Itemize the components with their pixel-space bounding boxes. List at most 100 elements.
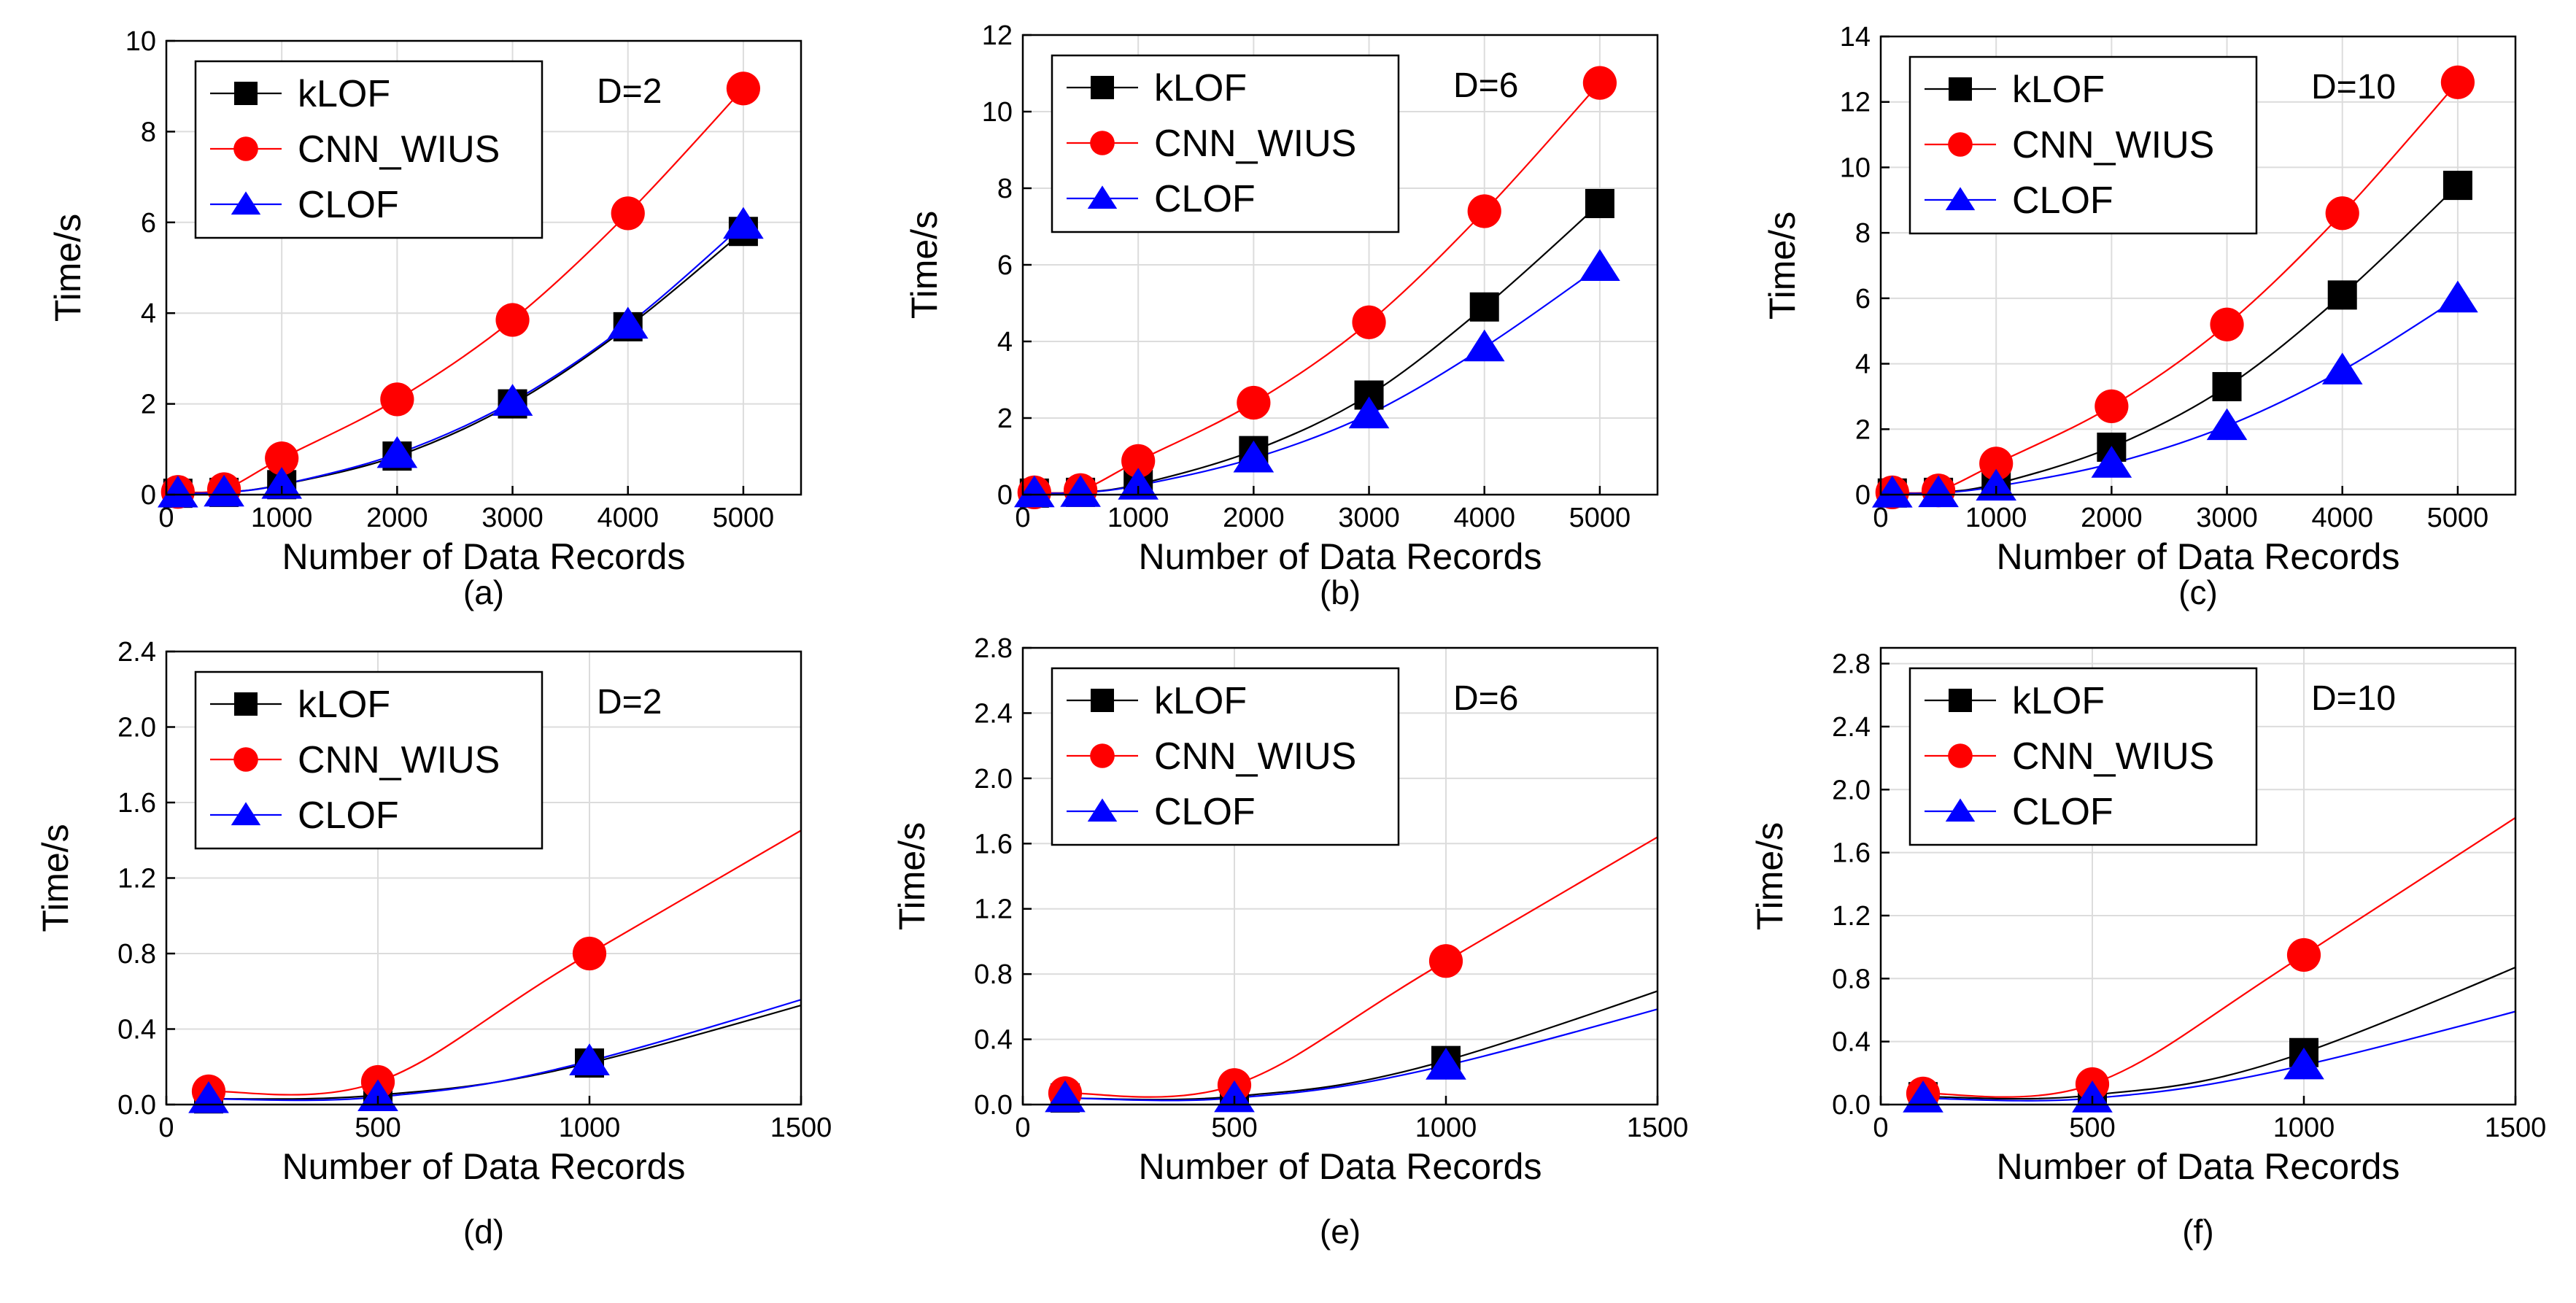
legend-marker-clof [231, 802, 261, 826]
data-point-cnn_wius [726, 71, 761, 106]
series-line-cnn_wius [1064, 836, 1658, 1098]
data-point-clof [607, 306, 649, 339]
data-point-klof [2212, 371, 2242, 401]
y-tick-label: 2.0 [117, 713, 156, 743]
y-tick-label: 2 [141, 390, 156, 420]
data-point-clof [723, 206, 764, 239]
series-line-clof [208, 999, 801, 1102]
data-point-clof [1976, 468, 2017, 501]
dimension-annotation: D=10 [2311, 679, 2396, 718]
y-tick-label: 2 [997, 403, 1013, 434]
legend-marker-clof [1945, 798, 1976, 822]
y-tick-label: 6 [997, 250, 1013, 281]
dimension-annotation: D=6 [1453, 679, 1518, 718]
y-tick-label: 6 [1855, 284, 1871, 314]
series-line-cnn_wius [208, 830, 801, 1096]
data-point-clof [2321, 352, 2363, 384]
data-point-klof [2442, 171, 2472, 201]
y-tick-label: 4 [141, 298, 156, 329]
x-tick-label: 5000 [2427, 503, 2489, 533]
y-tick-label: 14 [1840, 22, 1871, 53]
legend-label-cnn_wius: CNN_WIUS [2012, 124, 2214, 166]
y-tick-label: 12 [1840, 88, 1871, 118]
series-line-klof [208, 1004, 801, 1100]
data-point-clof [1348, 396, 1390, 429]
data-point-clof [1426, 1048, 1466, 1080]
x-tick-label: 4000 [1453, 503, 1515, 533]
x-tick-label: 1500 [770, 1113, 832, 1143]
data-point-cnn_wius [380, 382, 414, 417]
legend-marker-klof [1949, 77, 1972, 101]
legend-label-cnn_wius: CNN_WIUS [1154, 735, 1356, 778]
y-tick-label: 10 [125, 26, 156, 57]
y-axis-label: Time/s [1749, 822, 1790, 930]
x-tick-label: 0 [1015, 1113, 1030, 1143]
data-point-cnn_wius [2440, 65, 2475, 99]
legend-label-clof: CLOF [298, 184, 399, 226]
y-tick-label: 10 [1840, 152, 1871, 183]
y-tick-label: 12 [982, 20, 1013, 51]
y-axis-label: Time/s [891, 822, 932, 930]
legend-label-clof: CLOF [1154, 791, 1256, 833]
legend-marker-cnn_wius [1090, 131, 1115, 155]
y-tick-label: 2.4 [117, 637, 156, 668]
series-line-cnn_wius [1922, 816, 2515, 1098]
data-point-cnn_wius [1582, 66, 1617, 100]
x-tick-label: 1000 [559, 1113, 621, 1143]
x-tick-label: 2000 [366, 503, 428, 533]
legend-label-klof: kLOF [1154, 67, 1247, 109]
x-axis-label: Number of Data Records [1996, 1146, 2399, 1187]
data-point-clof [1871, 476, 1913, 508]
dimension-annotation: D=6 [1453, 66, 1518, 105]
panel-label: (c) [2178, 573, 2218, 611]
y-tick-label: 1.6 [1832, 838, 1871, 869]
y-tick-label: 4 [1855, 349, 1871, 380]
x-axis-label: Number of Data Records [1138, 1146, 1542, 1187]
data-point-clof [1918, 475, 1959, 508]
dimension-annotation: D=10 [2311, 68, 2396, 107]
y-tick-label: 0.4 [117, 1015, 156, 1045]
y-tick-label: 2.4 [974, 698, 1013, 729]
x-tick-label: 4000 [597, 503, 659, 533]
x-tick-label: 1500 [1627, 1113, 1689, 1143]
legend-marker-cnn_wius [233, 747, 258, 772]
legend-marker-klof [234, 82, 258, 105]
legend-label-cnn_wius: CNN_WIUS [2012, 735, 2214, 778]
x-tick-label: 3000 [2196, 503, 2258, 533]
x-tick-label: 0 [1873, 503, 1888, 533]
x-tick-label: 0 [1015, 503, 1030, 533]
y-tick-label: 2 [1855, 414, 1871, 445]
data-point-clof [2283, 1047, 2324, 1080]
y-tick-label: 10 [982, 97, 1013, 128]
y-tick-label: 1.2 [117, 864, 156, 894]
legend-marker-klof [1091, 689, 1114, 712]
x-axis-label: Number of Data Records [1138, 536, 1542, 577]
legend-marker-klof [1949, 689, 1972, 712]
x-tick-label: 500 [355, 1113, 401, 1143]
plot-frame [1879, 646, 2517, 1106]
data-point-clof [2437, 280, 2478, 313]
legend-label-cnn_wius: CNN_WIUS [1154, 123, 1356, 165]
y-axis-label: Time/s [35, 824, 76, 932]
y-tick-label: 0.0 [1832, 1090, 1871, 1121]
x-tick-label: 3000 [481, 503, 544, 533]
x-tick-label: 2000 [2081, 503, 2143, 533]
y-tick-label: 4 [997, 327, 1013, 357]
data-point-clof [357, 1079, 398, 1112]
x-tick-label: 1000 [2273, 1113, 2335, 1143]
data-point-cnn_wius [2095, 389, 2129, 423]
y-tick-label: 8 [1855, 218, 1871, 249]
chart-panel-b: 0 1000 2000 3000 4000 5000 0 2 4 6 8 10 12 Number of … [904, 20, 1659, 611]
x-tick-label: 0 [1873, 1113, 1888, 1143]
data-point-klof [2327, 280, 2357, 310]
x-tick-label: 2000 [1223, 503, 1285, 533]
x-tick-label: 1000 [1107, 503, 1169, 533]
y-tick-label: 0.8 [974, 959, 1013, 990]
x-tick-label: 0 [158, 1113, 174, 1143]
y-tick-label: 2.4 [1832, 712, 1871, 743]
data-point-cnn_wius [1428, 944, 1463, 978]
data-point-clof [569, 1043, 610, 1075]
y-tick-label: 0.8 [1832, 964, 1871, 994]
y-tick-label: 0.0 [974, 1090, 1013, 1121]
x-tick-label: 0 [158, 503, 174, 533]
